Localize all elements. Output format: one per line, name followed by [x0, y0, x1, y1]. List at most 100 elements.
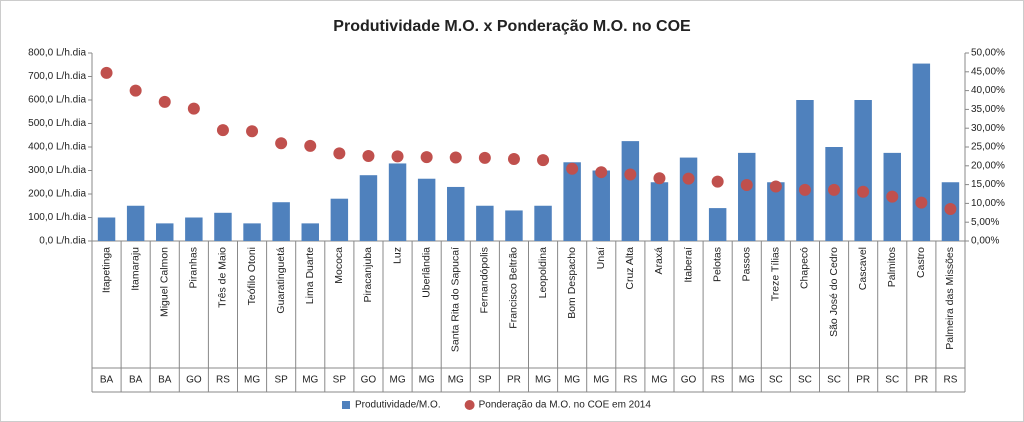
bar — [592, 170, 610, 241]
y-tick-label: 300,0 L/h.dia — [28, 165, 86, 176]
state-label: BA — [100, 375, 114, 386]
x-tick-label: Castro — [915, 247, 927, 278]
dot — [915, 196, 928, 209]
dot — [158, 95, 171, 108]
y2-tick-label: 0,00% — [971, 236, 999, 247]
x-tick-label: Mococa — [333, 247, 345, 284]
bar — [621, 141, 640, 241]
x-tick-label: Palmitos — [886, 247, 898, 287]
y-tick-label: 200,0 L/h.dia — [28, 189, 86, 200]
y-tick-label: 700,0 L/h.dia — [28, 71, 86, 82]
state-label: RS — [943, 375, 957, 386]
y2-tick-label: 10,00% — [971, 198, 1005, 209]
y-tick-label: 500,0 L/h.dia — [28, 118, 86, 129]
x-tick-label: Piracanjuba — [362, 247, 374, 303]
y-tick-label: 600,0 L/h.dia — [28, 95, 86, 106]
state-label: MG — [302, 375, 318, 386]
bar — [796, 100, 814, 241]
state-label: GO — [681, 375, 697, 386]
y2-tick-label: 30,00% — [971, 123, 1005, 134]
bar — [534, 205, 552, 241]
dot — [449, 151, 462, 164]
x-tick-label: Lima Duarte — [304, 247, 316, 304]
y2-tick-label: 25,00% — [971, 142, 1005, 153]
x-tick-label: Araxá — [653, 247, 665, 275]
state-label: RS — [216, 375, 230, 386]
bar — [301, 223, 319, 241]
x-tick-label: Cruz Alta — [624, 247, 636, 290]
state-label: GO — [186, 375, 202, 386]
dot — [944, 203, 957, 216]
state-label: SP — [333, 375, 347, 386]
x-tick-label: Pelotas — [711, 247, 723, 282]
bar — [214, 212, 232, 241]
bar — [388, 163, 407, 241]
dot — [537, 154, 550, 167]
bar — [854, 100, 872, 241]
state-label: MG — [564, 375, 580, 386]
state-label: MG — [389, 375, 405, 386]
dot — [857, 185, 870, 198]
dot — [187, 102, 200, 115]
dot — [566, 162, 579, 175]
state-label: MG — [419, 375, 435, 386]
dot — [478, 151, 491, 164]
y2-tick-label: 20,00% — [971, 160, 1005, 171]
x-tick-label: Cascavel — [857, 247, 869, 290]
dot — [798, 183, 811, 196]
bar — [679, 157, 698, 241]
dot — [420, 151, 433, 164]
state-label: RS — [711, 375, 725, 386]
dot — [624, 168, 637, 181]
legend-swatch — [464, 400, 475, 410]
x-tick-label: Itamaraju — [129, 247, 141, 291]
state-label: MG — [244, 375, 260, 386]
state-label: BA — [129, 375, 143, 386]
x-tick-label: Santa Rita do Sapucaí — [450, 247, 462, 352]
dot — [100, 66, 113, 79]
bar — [359, 175, 378, 241]
x-tick-label: Palmeira das Missões — [944, 247, 956, 350]
x-tick-label: Treze Tílias — [770, 247, 782, 301]
y-tick-label: 0,0 L/h.dia — [39, 236, 86, 247]
dot — [769, 180, 782, 193]
dot — [711, 175, 724, 188]
state-label: SC — [769, 375, 783, 386]
state-label: SP — [274, 375, 288, 386]
state-label: MG — [448, 375, 464, 386]
state-label: SC — [798, 375, 812, 386]
bar — [650, 182, 669, 241]
bar — [476, 205, 494, 241]
y2-tick-label: 45,00% — [971, 66, 1005, 77]
dot — [682, 172, 695, 185]
dot — [828, 183, 841, 196]
dot — [886, 190, 899, 203]
dot — [246, 125, 259, 138]
bar — [126, 205, 145, 241]
state-label: PR — [914, 375, 928, 386]
legend-swatch — [342, 401, 350, 409]
y2-tick-label: 5,00% — [971, 217, 999, 228]
y-tick-label: 400,0 L/h.dia — [28, 142, 86, 153]
legend-label: Ponderação da M.O. no COE em 2014 — [479, 400, 652, 411]
x-tick-label: Fernandópolis — [479, 247, 491, 314]
x-tick-label: Itapetinga — [100, 247, 112, 293]
x-tick-label: Leopoldina — [537, 247, 549, 299]
dot — [333, 147, 346, 160]
state-label: PR — [507, 375, 521, 386]
x-tick-label: São José do Cedro — [828, 247, 840, 337]
dot — [275, 137, 288, 150]
x-tick-label: Bom Despacho — [566, 247, 578, 319]
dot — [304, 139, 317, 152]
bar — [505, 210, 523, 241]
x-tick-label: Três de Maio — [217, 247, 229, 308]
bar — [708, 208, 727, 241]
x-tick-label: Guaratinguetá — [275, 247, 287, 314]
state-label: SC — [827, 375, 841, 386]
y2-tick-label: 40,00% — [971, 85, 1005, 96]
x-tick-label: Teófilo Otoni — [246, 247, 258, 305]
state-label: BA — [158, 375, 172, 386]
dot — [740, 178, 753, 191]
state-label: PR — [856, 375, 870, 386]
x-tick-label: Luz — [391, 247, 403, 264]
